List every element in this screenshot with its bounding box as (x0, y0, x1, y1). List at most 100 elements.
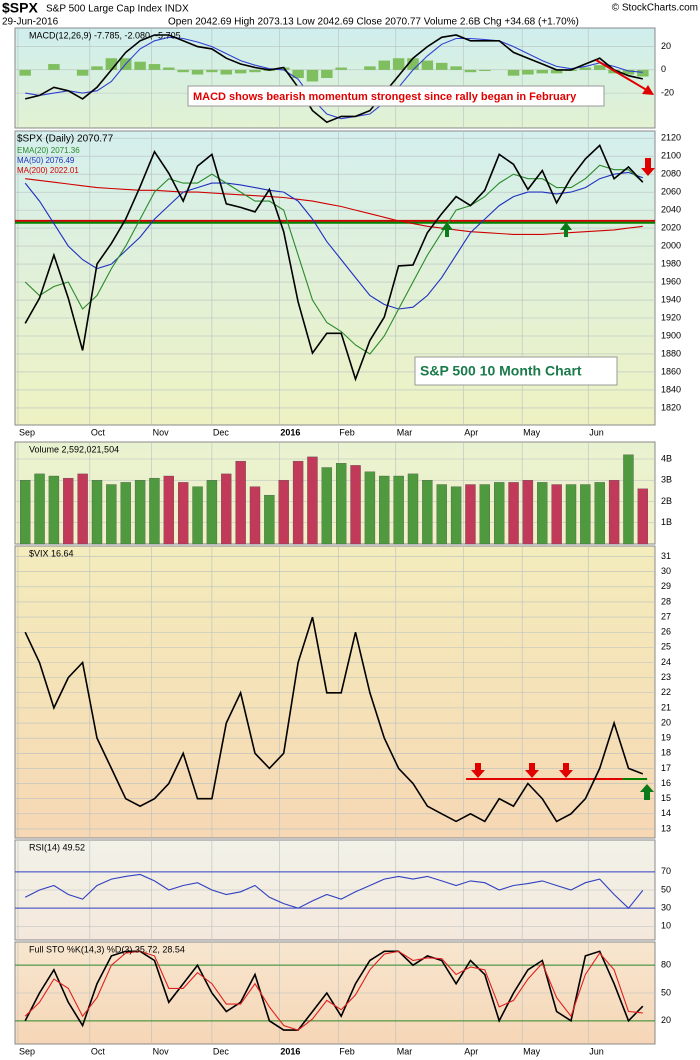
volume-bar (508, 482, 519, 545)
volume-bar (34, 473, 45, 545)
x-tick-label: Dec (213, 1046, 230, 1056)
volume-bar (249, 486, 261, 545)
volume-bar (479, 484, 490, 545)
volume-bar (393, 475, 404, 545)
y-tick-label: -20 (661, 87, 674, 97)
y-tick-label: 27 (661, 611, 671, 621)
volume-bar (623, 454, 634, 545)
volume-bar (48, 475, 60, 545)
y-tick-label: 50 (661, 987, 671, 997)
volume-bar (77, 473, 88, 545)
histogram-bar (292, 69, 304, 78)
y-tick-label: 1820 (661, 402, 681, 412)
x-tick-label: Sep (19, 1046, 35, 1056)
down-arrow (471, 763, 485, 778)
up-arrow (441, 222, 453, 237)
x-tick-label: Jun (589, 1046, 604, 1056)
y-tick-label: 22 (661, 687, 671, 697)
series-line (24, 171, 643, 310)
volume-bar (608, 480, 620, 545)
x-tick-label: Oct (91, 1046, 106, 1056)
volume-bar (336, 463, 347, 545)
histogram-bar (637, 69, 649, 77)
histogram-bar (378, 60, 391, 70)
volume-bar (494, 482, 505, 545)
series-line (24, 144, 644, 382)
up-arrow (640, 784, 654, 800)
x-tick-label: Nov (153, 1046, 170, 1056)
y-tick-label: 1920 (661, 312, 681, 322)
x-tick-label: Apr (464, 1046, 478, 1056)
y-tick-label: 14 (661, 808, 671, 818)
y-tick-label: 2040 (661, 204, 681, 214)
panel-label: Volume 2,592,021,504 (29, 444, 119, 454)
volume-bar (407, 473, 419, 545)
y-tick-label: 20 (661, 41, 671, 51)
x-tick-label: Sep (19, 427, 35, 437)
histogram-bar (536, 69, 549, 74)
y-tick-label: 31 (661, 551, 671, 561)
y-tick-label: 20 (661, 1015, 671, 1025)
symbol: $SPX (2, 0, 38, 16)
volume-bar (134, 480, 146, 545)
histogram-bar (148, 64, 161, 70)
y-tick-label: 20 (661, 717, 671, 727)
down-arrow (641, 158, 655, 176)
x-tick-label: Oct (91, 427, 106, 437)
volume-bar (422, 480, 433, 545)
vix-annotation (471, 763, 654, 800)
x-tick-label: May (523, 427, 541, 437)
credit: © StockCharts.com (612, 3, 698, 14)
y-tick-label: 1B (661, 517, 672, 527)
histogram-bar (464, 69, 477, 73)
y-tick-label: 30 (661, 903, 671, 913)
date: 29-Jun-2016 (2, 17, 59, 28)
index-name: S&P 500 Large Cap Index INDX (46, 4, 189, 15)
price-annotation: S&P 500 10 Month Chart (414, 158, 655, 386)
series-line (25, 36, 643, 120)
y-tick-label: 2020 (661, 222, 681, 232)
volume-bar (580, 484, 591, 545)
histogram-bar (421, 60, 434, 70)
y-tick-label: 2120 (661, 133, 681, 143)
volume-bar (465, 484, 476, 545)
y-tick-label: 28 (661, 596, 671, 606)
volume-bar (149, 477, 160, 545)
x-tick-label: Feb (339, 427, 355, 437)
histogram-bar (522, 69, 534, 75)
volume-bar (235, 460, 246, 545)
y-tick-label: 10 (661, 921, 671, 931)
y-tick-label: 80 (661, 960, 671, 970)
histogram-bar (163, 67, 175, 70)
annotation: MACD shows bearish momentum strongest si… (193, 91, 577, 103)
panel-label: $VIX 16.64 (29, 548, 74, 558)
y-tick-label: 18 (661, 748, 671, 758)
x-tick-label: Feb (339, 1046, 355, 1056)
y-tick-label: 13 (661, 823, 671, 833)
volume-bar (350, 465, 361, 545)
x-tick-label: Dec (213, 427, 230, 437)
panel-label: RSI(14) 49.52 (29, 842, 85, 852)
volume-bar (364, 471, 376, 545)
macd-annotation: MACD shows bearish momentum strongest si… (187, 59, 654, 107)
y-tick-label: 2060 (661, 187, 681, 197)
x-tick-label: 2016 (280, 427, 300, 437)
y-tick-label: 1860 (661, 366, 681, 376)
x-tick-label: Mar (397, 427, 413, 437)
y-tick-label: 1980 (661, 258, 681, 268)
histogram-bar (105, 58, 118, 70)
annotation: S&P 500 10 Month Chart (420, 363, 582, 379)
volume-bar (565, 484, 577, 545)
panel-label: Full STO %K(14,3) %D(3) 35.72, 28.54 (29, 944, 185, 954)
series-line (24, 950, 643, 1031)
volume-bar (221, 473, 232, 545)
histogram-bar (91, 66, 103, 70)
y-tick-label: 2000 (661, 240, 681, 250)
histogram-bar (622, 69, 635, 75)
volume-bar (278, 480, 289, 545)
x-tick-label: 2016 (280, 1046, 300, 1056)
volume-bar (594, 482, 605, 545)
volume-bar (264, 494, 275, 545)
y-tick-label: 19 (661, 733, 671, 743)
volume-bar (192, 486, 203, 545)
